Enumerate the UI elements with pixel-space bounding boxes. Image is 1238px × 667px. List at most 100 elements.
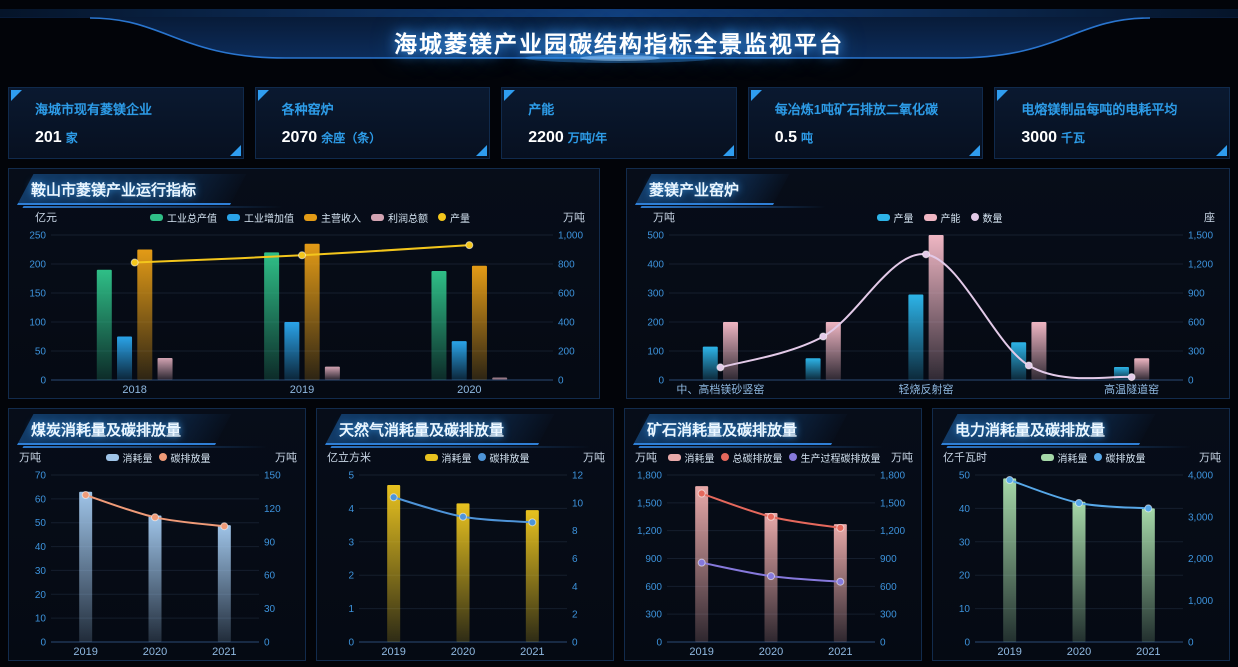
bar: [1031, 322, 1047, 380]
legend-dot-swatch: [158, 453, 167, 461]
left-axis-tick: 1: [348, 604, 354, 615]
legend-item[interactable]: 产能: [923, 210, 961, 225]
bar: [492, 377, 508, 380]
right-axis-tick: 0: [264, 638, 270, 649]
right-axis-unit: 万吨: [1199, 452, 1221, 464]
legend-item[interactable]: 消耗量: [105, 450, 153, 465]
left-axis-tick: 150: [29, 289, 46, 300]
left-axis-tick: 70: [35, 471, 47, 482]
bar: [148, 515, 162, 642]
stat-label: 电熔镁制品每吨的电耗平均: [1021, 102, 1178, 117]
left-axis-tick: 5: [348, 471, 354, 482]
right-axis-tick: 8: [572, 526, 578, 537]
right-axis-unit: 万吨: [891, 452, 913, 464]
legend-label: 工业总产值: [167, 213, 217, 225]
stat-cards-row: 海城市现有菱镁企业 201 家 各种窑炉 2070 余座（条） 产能 2200 万吨/…: [8, 87, 1230, 159]
data-point: [1075, 498, 1083, 507]
left-axis-tick: 3: [348, 537, 354, 548]
legend-dot-swatch: [720, 453, 729, 461]
right-axis-unit: 万吨: [563, 212, 585, 224]
chart-canvas: 0 300 600 900 1,200 1,500 1,800 0 300 600 900 1,200…: [637, 471, 905, 659]
bar: [471, 265, 487, 380]
chart-natural-gas: 0 1 2 3 4 5 0 2 4 6 8 10 12 2019 2020 2021: [317, 466, 613, 659]
panel-title: 鞍山市菱镁产业运行指标: [19, 174, 230, 205]
legend-item[interactable]: 产量: [438, 210, 470, 225]
legend-dot-swatch: [970, 213, 979, 221]
legend-bar-swatch: [424, 453, 438, 461]
bottom-charts-row: 煤炭消耗量及碳排放量 万吨 消耗量 碳排放量 万吨 0 10 20 30 40 50 60 70…: [8, 408, 1230, 661]
legend-item[interactable]: 工业总产值: [150, 210, 217, 225]
chart-legend: 工业总产值 工业增加值 主营收入 利润总额 产量: [150, 210, 470, 225]
left-axis-tick: 300: [645, 610, 662, 621]
right-axis-tick: 0: [880, 638, 886, 649]
left-axis-tick: 0: [348, 638, 354, 649]
left-axis-tick: 250: [29, 231, 46, 242]
panel-magnesite-kilns: 菱镁产业窑炉 万吨 产量 产能 数量 座 0 100 200 300 400 500 0 300 6…: [626, 168, 1230, 399]
right-axis-tick: 1,200: [880, 526, 905, 537]
legend-item[interactable]: 碳排放量: [1093, 450, 1146, 465]
left-axis-tick: 1,500: [637, 498, 662, 509]
legend-bar-swatch: [105, 453, 119, 461]
legend-item[interactable]: 碳排放量: [477, 450, 530, 465]
legend-item[interactable]: 消耗量: [1040, 450, 1088, 465]
stat-card-kilns: 各种窑炉 2070 余座（条）: [254, 87, 491, 159]
legend-item[interactable]: 工业增加值: [227, 210, 294, 225]
legend-item[interactable]: 消耗量: [424, 450, 472, 465]
data-point: [922, 250, 930, 259]
x-axis-label: 2020: [143, 646, 167, 658]
legend-item[interactable]: 利润总额: [371, 210, 428, 225]
data-point: [465, 241, 474, 250]
legend-label: 生产过程碳排放量: [800, 453, 881, 465]
stat-card-co2-per-ton: 每冶炼1吨矿石排放二氧化碳 0.5 吨: [747, 87, 984, 159]
legend-label: 产能: [940, 213, 961, 225]
data-point: [819, 332, 828, 341]
left-axis-tick: 0: [40, 376, 46, 387]
panel-title: 电力消耗量及碳排放量: [943, 414, 1139, 445]
right-axis-tick: 10: [572, 498, 584, 509]
legend-item[interactable]: 消耗量: [667, 450, 715, 465]
legend-item[interactable]: 数量: [970, 210, 1003, 225]
data-point: [130, 258, 139, 267]
left-axis-tick: 10: [959, 604, 971, 615]
left-axis-tick: 200: [647, 318, 664, 329]
panel-industry-indicators: 鞍山市菱镁产业运行指标 亿元 工业总产值 工业增加值 主营收入 利润总额 产量 万吨 0…: [8, 168, 600, 399]
data-point: [767, 512, 775, 521]
legend-item[interactable]: 碳排放量: [158, 450, 211, 465]
legend-item[interactable]: 主营收入: [304, 210, 361, 225]
data-point: [459, 512, 467, 521]
left-axis-tick: 0: [656, 638, 662, 649]
left-axis-unit: 万吨: [635, 452, 657, 464]
left-axis-tick: 1,200: [637, 526, 662, 537]
legend-bar-swatch: [371, 213, 384, 221]
bar: [805, 358, 821, 380]
stat-value: 2070: [281, 129, 318, 146]
legend-item[interactable]: 生产过程碳排放量: [788, 450, 881, 465]
x-axis-label: 2020: [457, 384, 481, 396]
chart-legend: 消耗量 碳排放量: [1040, 450, 1146, 465]
bar: [387, 485, 401, 642]
left-axis-tick: 40: [959, 504, 971, 515]
left-axis-tick: 400: [647, 260, 664, 271]
stat-value: 0.5: [774, 129, 798, 146]
legend-item[interactable]: 总碳排放量: [720, 450, 783, 465]
right-axis-tick: 2: [572, 610, 578, 621]
legend-item[interactable]: 产量: [876, 210, 914, 225]
right-axis-tick: 900: [1188, 289, 1205, 300]
bar-series: [387, 485, 539, 642]
right-axis-tick: 150: [264, 471, 281, 482]
x-axis-label: 2020: [451, 646, 475, 658]
legend-dot-swatch: [788, 453, 797, 461]
chart-header-row: 万吨 消耗量 碳排放量 万吨: [9, 445, 305, 466]
left-axis-tick: 600: [645, 582, 662, 593]
left-axis-tick: 30: [35, 566, 47, 577]
bar-series: [695, 486, 847, 642]
x-axis-label: 2021: [1136, 646, 1160, 658]
panel-ore: 矿石消耗量及碳排放量 万吨 消耗量 总碳排放量 生产过程碳排放量 万吨 0 300 60…: [624, 408, 922, 661]
bar: [117, 336, 133, 380]
bar: [157, 357, 173, 380]
x-axis-label: 2019: [290, 384, 314, 396]
right-axis-tick: 2,000: [1188, 554, 1213, 565]
right-axis-tick: 800: [558, 260, 575, 271]
left-axis-tick: 20: [35, 590, 47, 601]
x-axis-label: 2021: [520, 646, 544, 658]
